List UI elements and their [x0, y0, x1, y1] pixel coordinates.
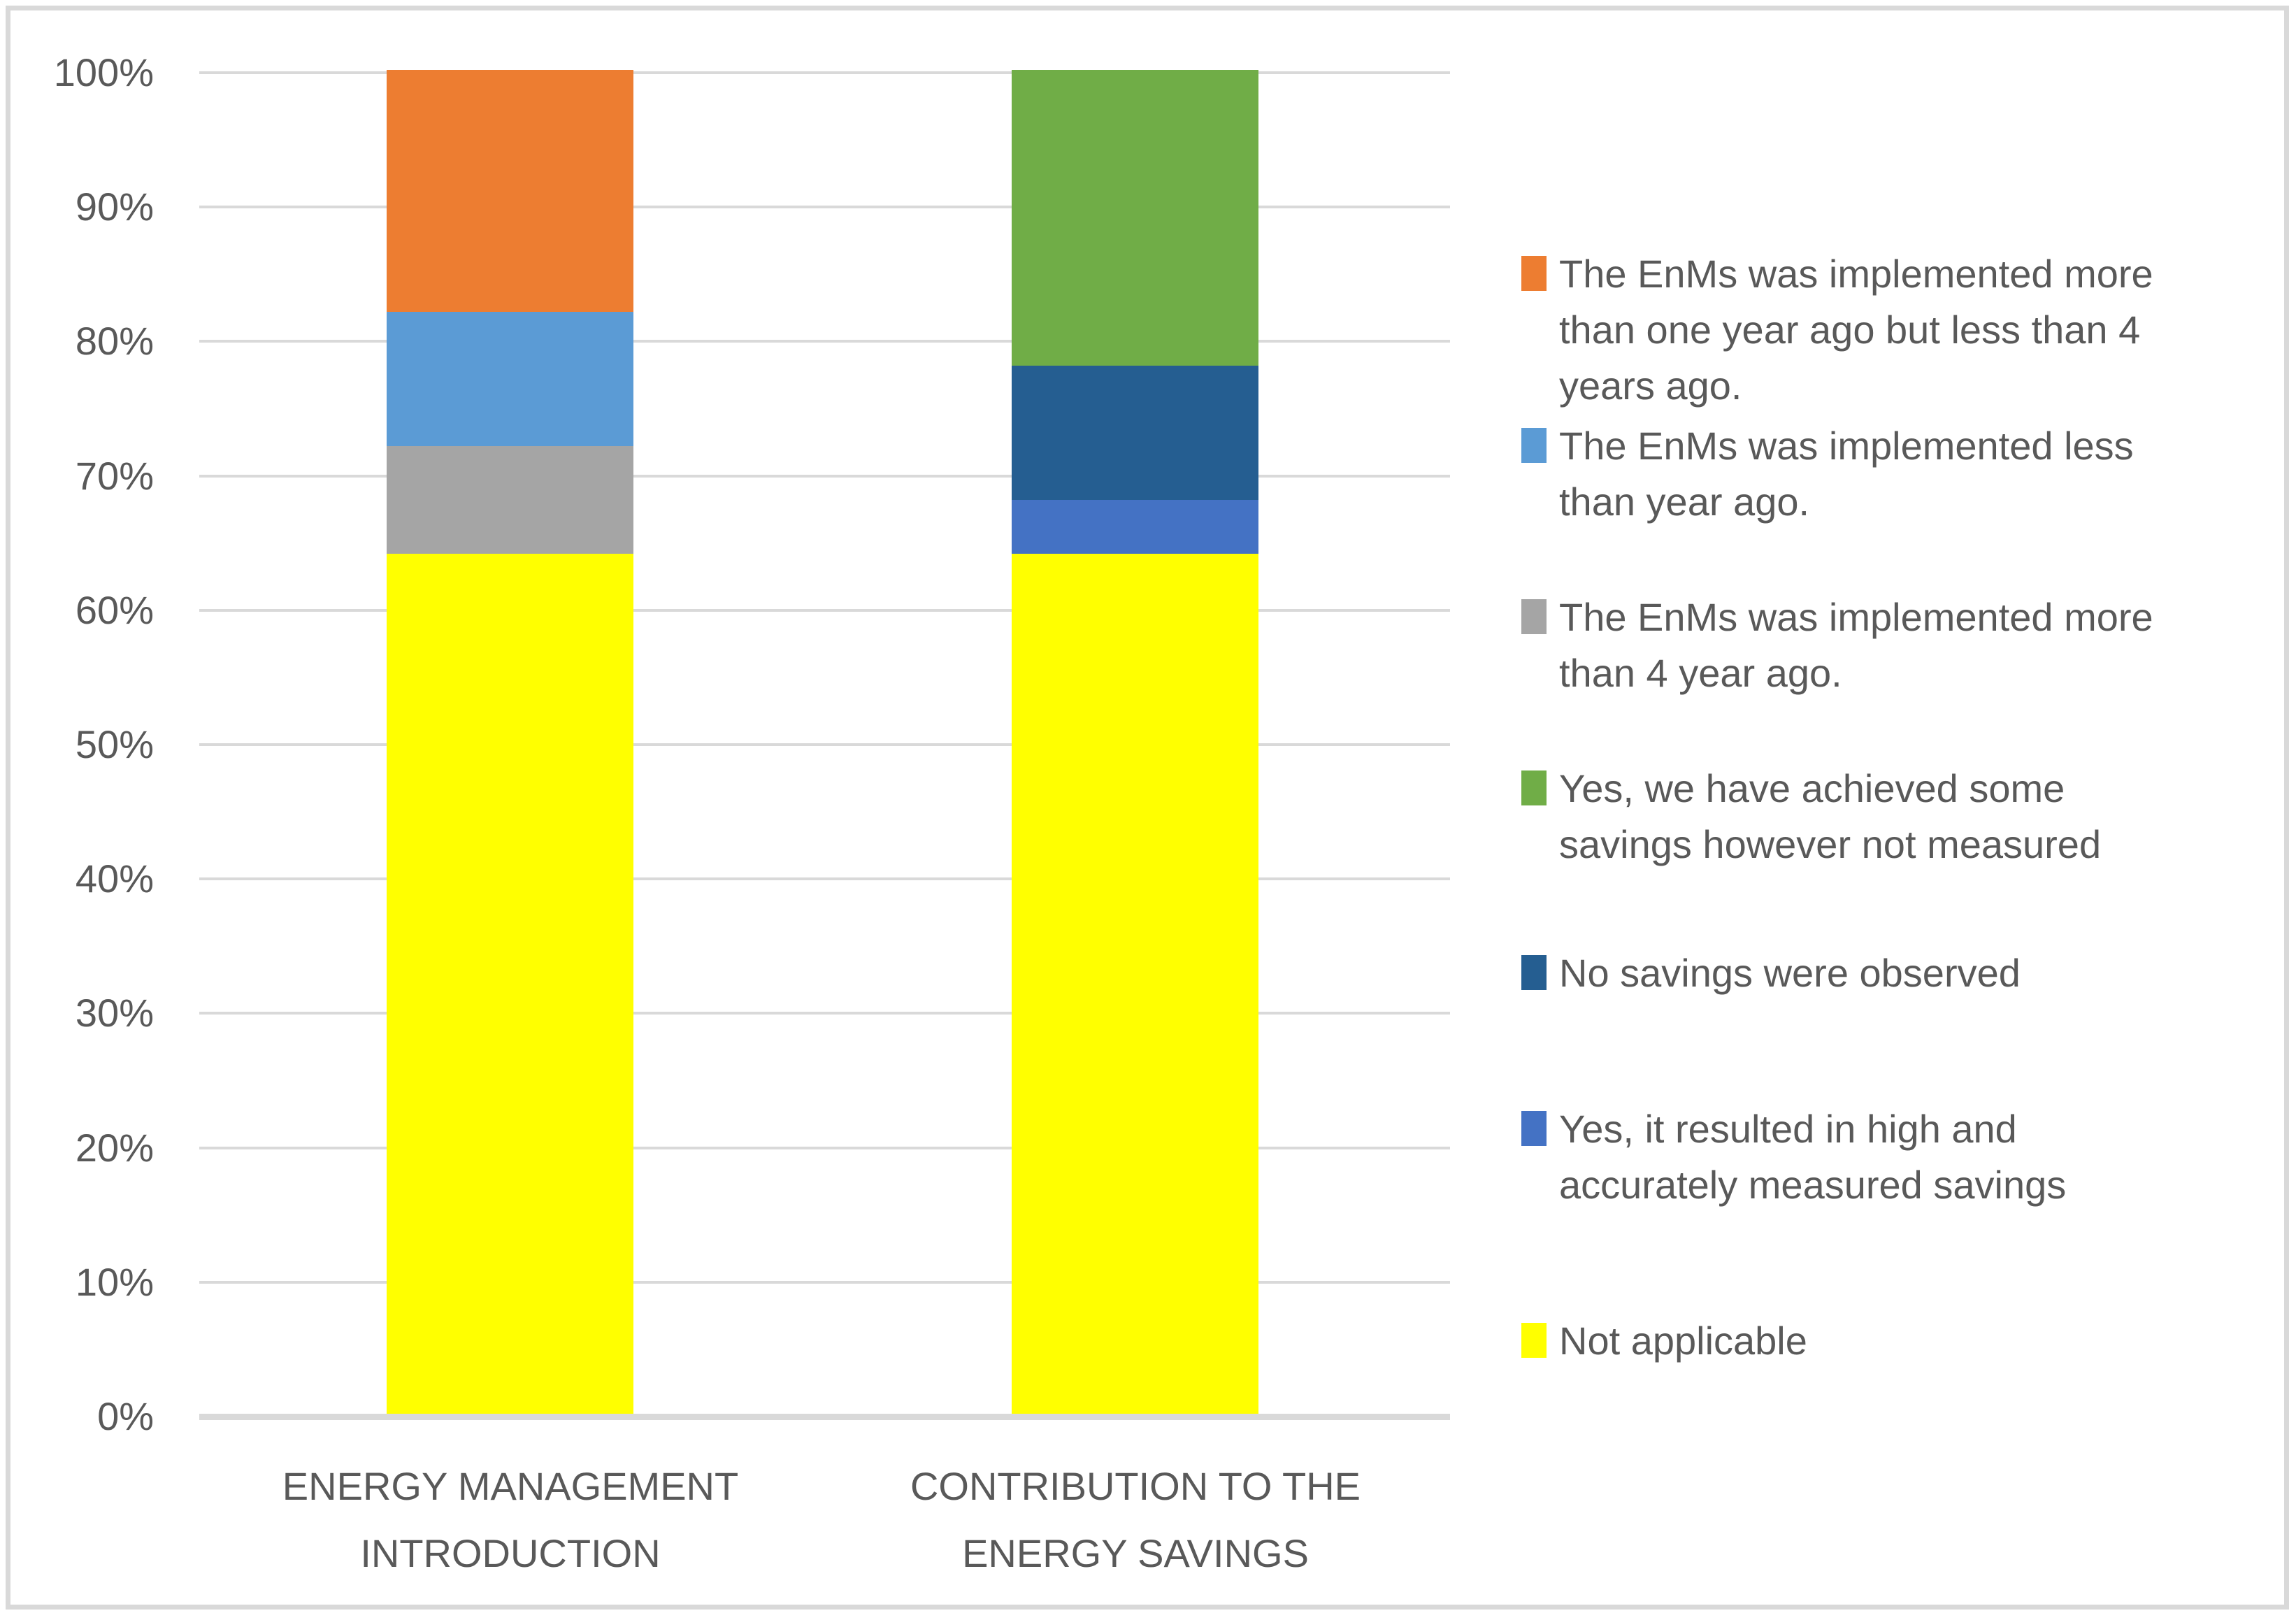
legend-label: The EnMs was implemented more than 4 year… [1559, 589, 2296, 701]
bar-segment [387, 311, 633, 447]
legend-marker [1521, 1323, 1547, 1358]
legend-item: The EnMs was implemented more than 4 year… [1521, 589, 2296, 701]
gridline [199, 1147, 1450, 1149]
gridline [199, 743, 1450, 746]
y-tick-label: 0% [97, 1394, 154, 1438]
legend-label-line: The EnMs was implemented less [1559, 424, 2134, 468]
legend-marker [1521, 599, 1547, 634]
legend-label-line: years ago. [1559, 364, 1742, 408]
category-label: CONTRIBUTION TO THE ENERGY SAVINGS [716, 1453, 1555, 1587]
gridline [199, 877, 1450, 880]
y-tick-label: 50% [75, 722, 154, 766]
legend-item: Yes, we have achieved some savings howeve… [1521, 761, 2296, 873]
gridline [199, 1281, 1450, 1284]
legend-label-line: accurately measured savings [1559, 1163, 2067, 1207]
legend-label: Yes, we have achieved some savings howeve… [1559, 761, 2296, 873]
y-tick-label: 80% [75, 319, 154, 363]
legend-label-line: Not applicable [1559, 1319, 1807, 1363]
bar [387, 70, 633, 1414]
category-label-line: CONTRIBUTION TO THE [910, 1464, 1361, 1508]
legend-label-line: Yes, we have achieved some [1559, 766, 2065, 810]
legend-label-line: The EnMs was implemented more [1559, 252, 2153, 296]
y-tick-label: 40% [75, 856, 154, 901]
legend-marker [1521, 955, 1547, 990]
bar-segment [1012, 365, 1258, 501]
bar-segment [387, 70, 633, 312]
category-label-line: INTRODUCTION [360, 1531, 661, 1575]
gridline [199, 340, 1450, 343]
legend-label-line: Yes, it resulted in high and [1559, 1107, 2017, 1151]
x-axis-baseline [199, 1414, 1450, 1420]
y-tick-label: 10% [75, 1260, 154, 1304]
gridline [199, 609, 1450, 612]
legend-marker [1521, 428, 1547, 463]
legend-label-line: No savings were observed [1559, 951, 2021, 995]
bar [1012, 70, 1258, 1414]
category-label-line: ENERGY MANAGEMENT [282, 1464, 739, 1508]
gridline [199, 71, 1450, 74]
legend-label-line: savings however not measured [1559, 822, 2102, 866]
legend-marker [1521, 770, 1547, 805]
legend-label-line: than one year ago but less than 4 [1559, 308, 2141, 352]
legend-label: The EnMs was implemented more than one ye… [1559, 246, 2296, 414]
y-tick-label: 60% [75, 588, 154, 632]
y-tick-label: 70% [75, 454, 154, 498]
bar-segment [1012, 553, 1258, 1414]
legend-item: Not applicable [1521, 1313, 2296, 1369]
y-tick-label: 100% [53, 50, 154, 94]
legend-label-line: than 4 year ago. [1559, 651, 1842, 695]
legend-label-line: than year ago. [1559, 480, 1810, 524]
gridline [199, 206, 1450, 208]
gridline [199, 1012, 1450, 1015]
category-label: ENERGY MANAGEMENT INTRODUCTION [91, 1453, 930, 1587]
legend-marker [1521, 1111, 1547, 1146]
legend-label: No savings were observed [1559, 945, 2296, 1001]
y-tick-label: 90% [75, 185, 154, 229]
legend-item: The EnMs was implemented less than year a… [1521, 418, 2296, 530]
bar-segment [1012, 500, 1258, 554]
bar-segment [387, 446, 633, 554]
gridline [199, 475, 1450, 478]
legend-label: The EnMs was implemented less than year a… [1559, 418, 2296, 530]
category-label-line: ENERGY SAVINGS [962, 1531, 1309, 1575]
legend-label: Yes, it resulted in high and accurately m… [1559, 1101, 2296, 1213]
legend-item: Yes, it resulted in high and accurately m… [1521, 1101, 2296, 1213]
y-tick-label: 30% [75, 991, 154, 1035]
y-tick-label: 20% [75, 1126, 154, 1170]
legend-item: The EnMs was implemented more than one ye… [1521, 246, 2296, 414]
legend-label: Not applicable [1559, 1313, 2296, 1369]
legend-label-line: The EnMs was implemented more [1559, 595, 2153, 639]
legend-item: No savings were observed [1521, 945, 2296, 1001]
bar-segment [1012, 70, 1258, 366]
bar-segment [387, 553, 633, 1414]
legend-marker [1521, 256, 1547, 291]
